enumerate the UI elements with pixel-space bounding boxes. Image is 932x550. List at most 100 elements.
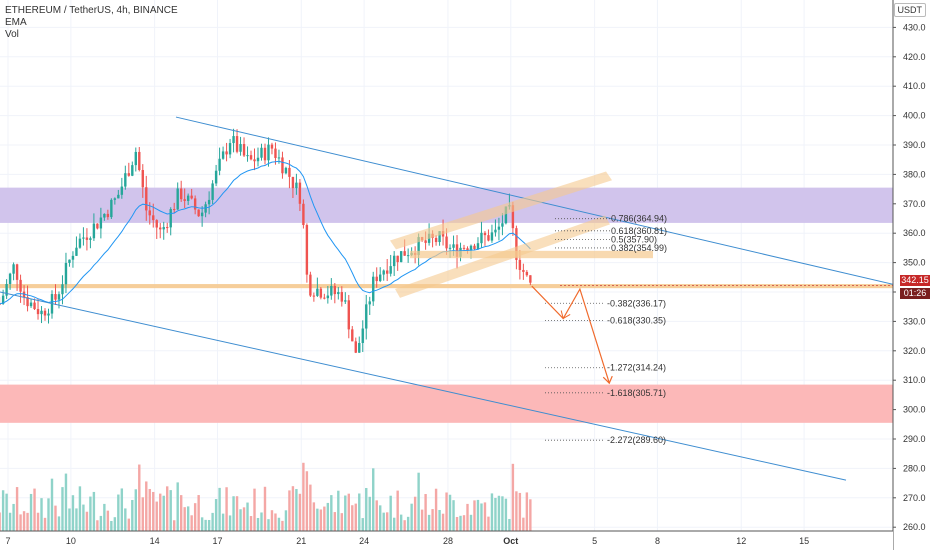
candle-body (253, 159, 256, 162)
volume-bar (127, 518, 131, 531)
y-tick-label: 290.0 (903, 434, 926, 444)
volume-bar (138, 464, 141, 531)
candle-body (340, 292, 344, 302)
candle-body (134, 151, 137, 166)
candle-body (186, 195, 190, 201)
candle-body (197, 209, 200, 217)
volume-bar (347, 493, 350, 531)
candle-body (155, 220, 158, 228)
candle-body (281, 157, 284, 174)
volume-bar (193, 503, 197, 531)
volume-bar (267, 519, 270, 531)
candle-body (274, 148, 277, 158)
candle-body (392, 255, 396, 267)
candle-body (232, 136, 235, 144)
volume-bar (0, 512, 1, 531)
lower-trendline (0, 291, 847, 481)
volume-bar (291, 486, 295, 531)
volume-bar (120, 488, 124, 531)
volume-bar (8, 512, 12, 531)
candle-body (466, 248, 469, 251)
y-tick-label: 310.0 (903, 375, 926, 385)
y-tick-label: 380.0 (903, 169, 926, 179)
candle-body (365, 304, 368, 329)
x-tick-label: 17 (212, 536, 222, 546)
candle-body (218, 158, 221, 171)
upper-trendline (175, 116, 932, 294)
volume-bar (78, 486, 82, 531)
currency-unit-button[interactable]: USDT (893, 3, 926, 17)
fib-level-label: -1.618(305.71) (607, 388, 666, 398)
candle-body (89, 238, 92, 240)
volume-bar (61, 487, 64, 531)
zone-resistance (0, 187, 893, 223)
volume-bar (490, 493, 494, 531)
volume-bar (358, 493, 361, 531)
candle-body (469, 245, 473, 251)
volume-bar (110, 520, 113, 531)
current-price-tag: 342.15 (900, 275, 930, 286)
volume-bar (22, 511, 26, 531)
volume-bar (420, 509, 424, 531)
volume-bar (19, 514, 22, 531)
volume-bar (330, 495, 333, 531)
candle-body (455, 244, 459, 257)
candle-body (406, 255, 410, 257)
volume-bar (361, 518, 364, 531)
y-tick-label: 260.0 (903, 522, 926, 532)
projection-path (531, 285, 610, 384)
candle-body (379, 274, 382, 282)
volume-bar (522, 517, 525, 531)
volume-bar (448, 494, 452, 531)
y-tick-label: 270.0 (903, 493, 926, 503)
ema-indicator-label[interactable]: EMA (5, 17, 27, 28)
chart-legend: ETHEREUM / TetherUS, 4h, BINANCE EMA Vol (5, 5, 178, 41)
y-tick-label: 280.0 (903, 463, 926, 473)
volume-bar (497, 495, 501, 531)
volume-bar (155, 501, 158, 531)
projection-arrowhead (602, 375, 613, 385)
x-tick-label: 28 (443, 536, 453, 546)
volume-bar (249, 516, 253, 531)
volume-bar (365, 487, 368, 531)
volume-bar (452, 500, 455, 531)
candle-body (309, 274, 312, 296)
candle-body (396, 255, 399, 263)
candle-body (476, 243, 480, 250)
volume-bar (466, 503, 469, 531)
candle-body (8, 273, 12, 284)
candle-body (193, 198, 197, 210)
volume-bar (211, 512, 214, 531)
candle-body (277, 157, 281, 159)
candle-body (138, 151, 141, 170)
candle-body (302, 203, 305, 226)
x-tick-label: 14 (150, 536, 160, 546)
candle-body (249, 155, 253, 160)
volume-bar (462, 515, 466, 531)
volume-bar (323, 506, 326, 531)
volume-bar (197, 495, 200, 531)
candle-body (131, 165, 134, 176)
candle-body (176, 188, 179, 210)
candle-body (183, 199, 186, 201)
candle-body (190, 195, 193, 199)
volume-bar (214, 499, 218, 531)
candle-body (483, 232, 487, 236)
candle-body (110, 199, 113, 218)
symbol-title[interactable]: ETHEREUM / TetherUS, 4h, BINANCE (5, 5, 178, 16)
candle-body (78, 238, 82, 248)
candle-body (434, 237, 438, 243)
volume-indicator-label[interactable]: Vol (5, 29, 19, 40)
volume-bar (406, 516, 410, 531)
candle-body (148, 210, 151, 216)
candle-body (106, 213, 110, 218)
candle-body (29, 302, 33, 307)
volume-bar (106, 510, 110, 531)
candle-body (214, 170, 218, 184)
candle-body (368, 301, 371, 305)
candle-body (518, 259, 522, 270)
volume-bar (469, 514, 473, 531)
candle-body (515, 228, 518, 260)
